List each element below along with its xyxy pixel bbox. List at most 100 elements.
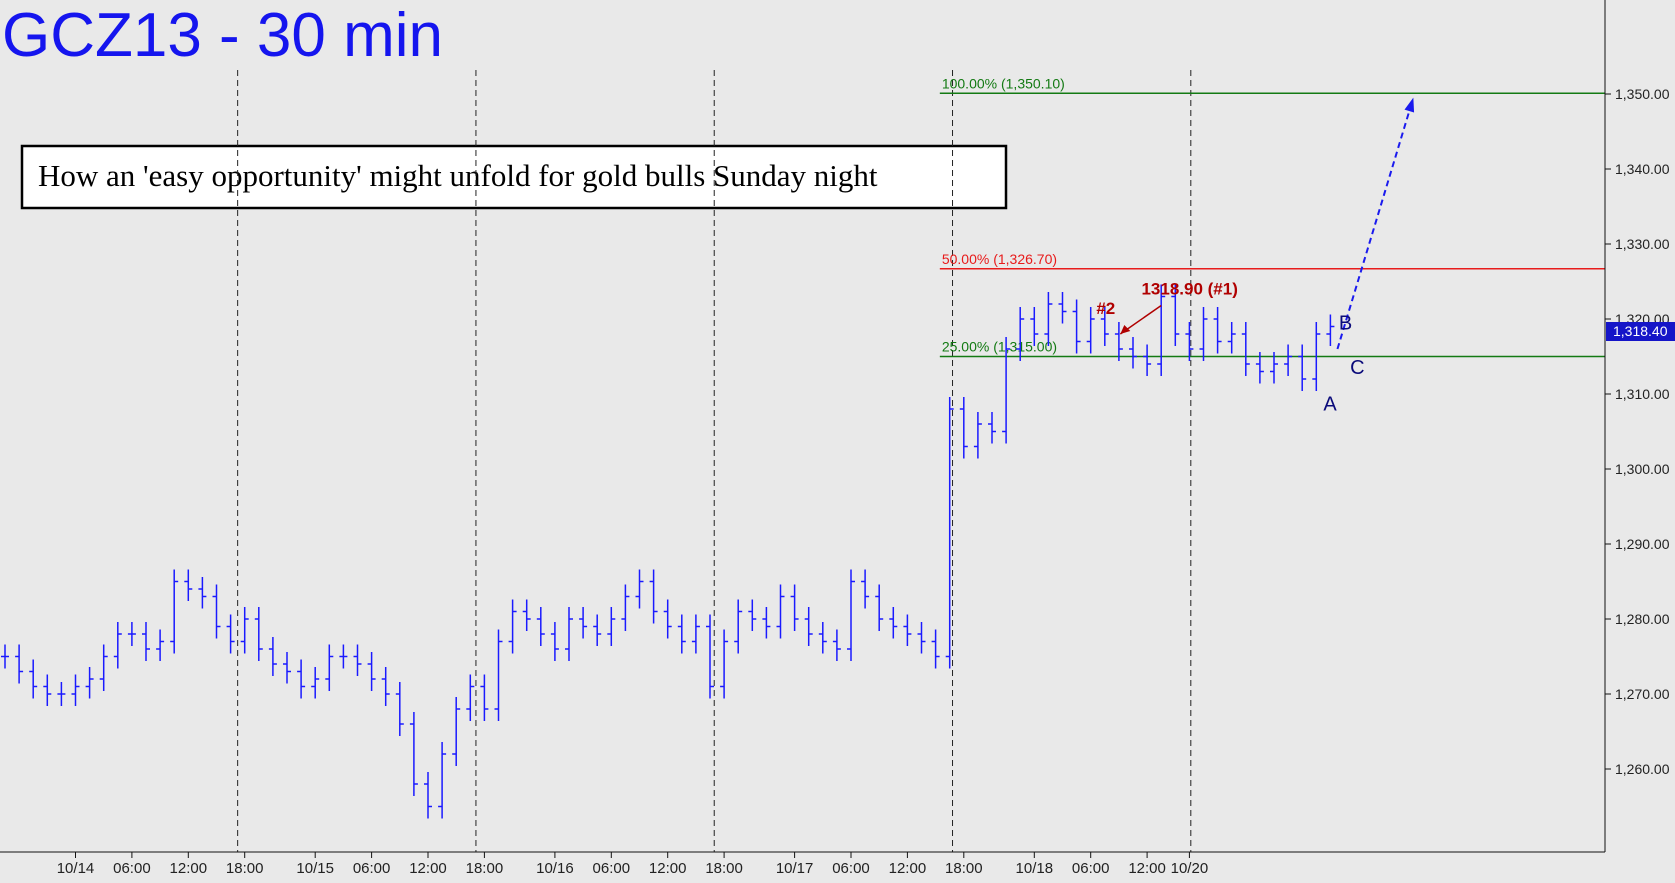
price-bar xyxy=(15,644,24,684)
price-bar xyxy=(522,599,531,631)
x-tick-label: 06:00 xyxy=(1072,860,1110,877)
x-tick-label: 18:00 xyxy=(226,860,264,877)
price-bar xyxy=(565,607,573,661)
price-bar xyxy=(1199,307,1208,361)
price-bar xyxy=(353,644,362,676)
last-price-badge xyxy=(1606,322,1675,341)
price-bar xyxy=(99,644,108,691)
y-axis: 1,260.00 1,270.00 1,280.00 1,290.00 1,300.00… xyxy=(1605,86,1675,777)
price-bar xyxy=(1255,352,1264,384)
price-bar xyxy=(748,599,757,631)
price-bar xyxy=(198,577,207,609)
price-bar xyxy=(931,629,940,669)
price-bar xyxy=(29,659,38,699)
y-tick-label: 1,260.00 xyxy=(1615,761,1670,777)
headline-box xyxy=(20,144,1008,210)
x-tick-label: 18:00 xyxy=(705,860,743,877)
wave-label-c: C xyxy=(1350,357,1364,379)
price-bar xyxy=(621,584,630,631)
wave-label-a: A xyxy=(1323,394,1337,416)
x-tick-label: 10/17 xyxy=(776,860,814,877)
price-bar xyxy=(452,697,461,766)
price-bar xyxy=(297,659,306,699)
x-tick-label: 10/20 xyxy=(1171,860,1209,877)
price-bar xyxy=(43,674,52,706)
price-bar xyxy=(1086,307,1095,354)
price-bar xyxy=(889,607,898,639)
fibonacci-levels: 100.00% (1,350.10) 50.00% (1,326.70) 25.00… xyxy=(939,75,1605,358)
price-bar xyxy=(113,622,122,669)
price-bar xyxy=(776,584,785,639)
level-label: 100.00% (1,350.10) xyxy=(942,75,1065,91)
price-bar xyxy=(1,644,9,669)
headline-text: How an 'easy opportunity' might unfold f… xyxy=(38,158,878,193)
x-axis: 10/14 06:00 12:00 18:00 10/15 06:00 12:00 18:00… xyxy=(57,852,1208,877)
y-tick-label: 1,290.00 xyxy=(1615,536,1670,552)
price-bar xyxy=(1072,299,1081,354)
price-bar xyxy=(593,614,602,646)
y-tick-label: 1,270.00 xyxy=(1615,686,1670,702)
price-bar xyxy=(57,682,66,706)
x-tick-label: 12:00 xyxy=(1128,860,1166,877)
price-bar xyxy=(240,607,249,654)
price-bar xyxy=(254,607,263,661)
price-bar xyxy=(494,629,503,721)
price-bar xyxy=(1002,337,1011,444)
price-bar xyxy=(1227,322,1236,354)
price-bar xyxy=(706,614,714,699)
x-tick-label: 10/14 xyxy=(57,860,95,877)
projection-line xyxy=(1336,101,1414,350)
price-bar xyxy=(663,599,672,639)
y-tick-label: 1,280.00 xyxy=(1615,611,1670,627)
y-tick-label: 1,300.00 xyxy=(1615,461,1670,477)
price-bar xyxy=(1241,322,1250,376)
price-bar xyxy=(325,644,334,691)
price-bar xyxy=(635,569,644,609)
x-tick-label: 12:00 xyxy=(889,860,927,877)
price-bar xyxy=(720,629,729,699)
price-bar xyxy=(861,569,870,609)
x-tick-label: 10/15 xyxy=(296,860,334,877)
price-bar xyxy=(156,629,165,661)
price-bar xyxy=(832,629,841,661)
x-tick-label: 06:00 xyxy=(832,860,870,877)
x-tick-label: 06:00 xyxy=(353,860,391,877)
chart-title: GCZ13 - 30 min xyxy=(2,1,443,70)
price-bar xyxy=(875,584,884,631)
price-bar xyxy=(1016,307,1025,361)
price-bar xyxy=(184,569,193,601)
price-bars xyxy=(1,284,1335,819)
price-bar xyxy=(804,607,813,646)
price-bar xyxy=(579,607,588,639)
price-bar xyxy=(1030,307,1039,346)
price-bar xyxy=(917,622,926,654)
x-tick-label: 18:00 xyxy=(945,860,983,877)
x-tick-label: 18:00 xyxy=(466,860,504,877)
price-bar xyxy=(649,569,658,624)
price-bar xyxy=(847,569,855,661)
price-bar xyxy=(959,397,968,459)
second-label: #2 xyxy=(1096,299,1115,318)
x-tick-label: 10/18 xyxy=(1016,860,1054,877)
price-bar xyxy=(607,607,616,646)
price-bar xyxy=(1171,284,1180,346)
price-bar xyxy=(988,412,996,444)
price-bar xyxy=(691,614,700,654)
price-bar xyxy=(1129,337,1137,369)
projection-arrowhead xyxy=(1404,97,1415,113)
x-tick-label: 06:00 xyxy=(593,860,631,877)
price-bar xyxy=(1114,322,1123,361)
price-bar xyxy=(790,584,799,631)
price-bar xyxy=(170,569,179,654)
price-bar xyxy=(945,397,954,669)
price-bar xyxy=(311,667,320,699)
price-bar xyxy=(508,599,517,654)
price-bar xyxy=(438,742,447,819)
price-bar xyxy=(339,644,348,669)
price-bar xyxy=(212,584,221,639)
y-tick-label: 1,340.00 xyxy=(1615,161,1670,177)
price-bar xyxy=(85,667,94,699)
price-bar xyxy=(1270,352,1278,384)
